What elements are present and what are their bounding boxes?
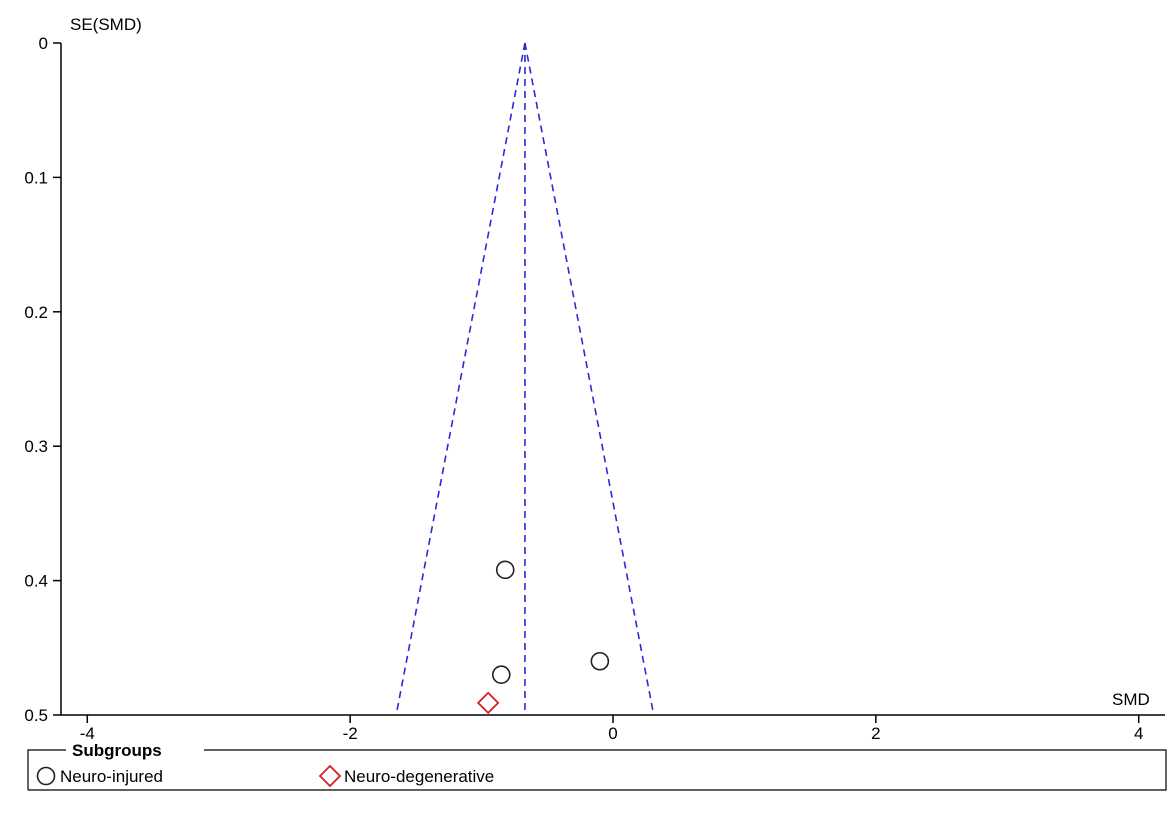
legend: Subgroups Neuro-injured Neuro-degenerativ… — [27, 741, 1167, 791]
y-tick-label: 0.2 — [24, 303, 48, 322]
data-points — [476, 560, 610, 715]
x-axis-label: SMD — [1112, 690, 1150, 709]
neuro-injured-point — [491, 665, 511, 684]
legend-diamond-marker — [318, 764, 342, 788]
neuro-degenerative-point — [476, 691, 500, 715]
legend-circle-marker — [36, 766, 56, 786]
legend-entry-label: Neuro-degenerative — [344, 767, 494, 786]
ticks: 0 0.1 0.2 0.3 0.4 0.5 -4 -2 0 2 4 — [24, 34, 1143, 743]
x-tick-label: 4 — [1134, 724, 1143, 743]
y-tick-label: 0.1 — [24, 168, 48, 187]
x-tick-label: -4 — [80, 724, 95, 743]
legend-title: Subgroups — [72, 741, 162, 760]
x-tick-label: -2 — [343, 724, 358, 743]
x-tick-label: 0 — [608, 724, 617, 743]
funnel-left-limit — [395, 42, 526, 716]
plot-area — [395, 42, 655, 716]
y-tick-label: 0.3 — [24, 437, 48, 456]
neuro-injured-point — [495, 560, 515, 580]
y-axis-label: SE(SMD) — [70, 15, 142, 34]
axes: SE(SMD) SMD — [60, 15, 1165, 716]
legend-items: Neuro-injured Neuro-degenerative — [36, 764, 494, 788]
neuro-injured-point — [590, 651, 610, 671]
y-tick-label: 0.4 — [24, 572, 48, 591]
y-tick-label: 0.5 — [24, 706, 48, 725]
x-tick-label: 2 — [871, 724, 880, 743]
legend-frame — [27, 749, 1167, 791]
y-tick-label: 0 — [39, 34, 48, 53]
legend-entry-label: Neuro-injured — [60, 767, 163, 786]
funnel-right-limit — [524, 42, 655, 716]
